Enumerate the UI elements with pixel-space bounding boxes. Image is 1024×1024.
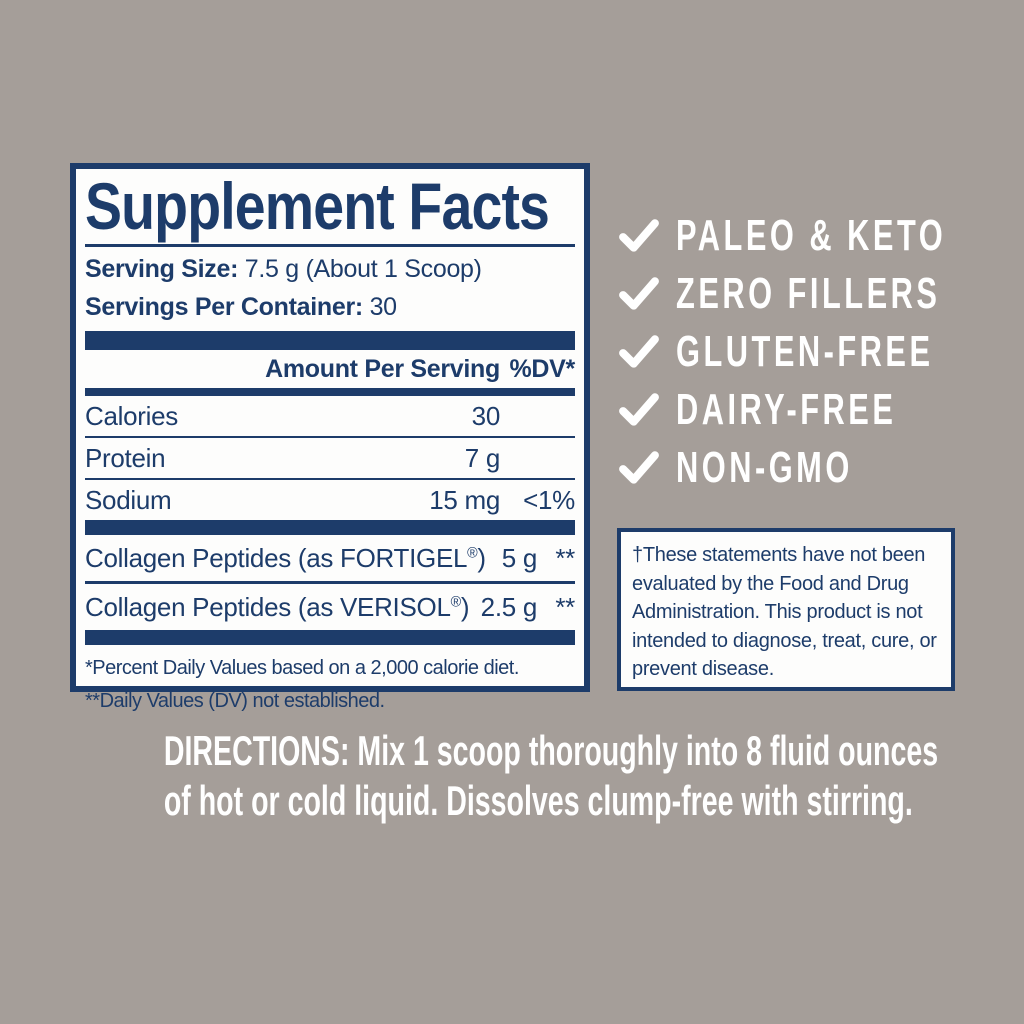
check-icon <box>618 451 660 485</box>
table-row-sodium: Sodium 15 mg <1% <box>85 480 575 520</box>
list-item-non-gmo: NON-GMO <box>618 443 1024 492</box>
feature-label: GLUTEN-FREE <box>676 327 934 376</box>
column-header-row: Amount Per Serving %DV* <box>85 350 575 388</box>
servings-value: 30 <box>369 292 398 321</box>
feature-checklist: PALEO & KETO ZERO FILLERS GLUTEN-FREE DA… <box>618 211 1024 506</box>
amount-per-serving-header: Amount Per Serving <box>265 355 500 383</box>
ingredient-dv: ** <box>555 592 575 622</box>
divider-bar <box>85 630 575 645</box>
servings-per-container-line: Servings Per Container: 30 <box>85 292 575 323</box>
nutrient-amount: 15 mg <box>429 485 500 515</box>
nutrient-amount: 30 <box>471 401 501 431</box>
nutrient-dv: <1% <box>523 485 575 515</box>
table-row-calories: Calories 30 <box>85 396 575 438</box>
footnote-dv-not-established: **Daily Values (DV) not established. <box>85 690 385 712</box>
check-icon <box>618 335 660 369</box>
directions-text: DIRECTIONS: Mix 1 scoop thoroughly into … <box>0 726 1024 826</box>
serving-size-value: 7.5 g (About 1 Scoop) <box>244 255 482 283</box>
divider-bar <box>85 388 575 396</box>
table-row-collagen-fortigel: Collagen Peptides (as FORTIGEL®) 5 g ** <box>85 535 575 584</box>
ingredient-dv: ** <box>555 543 575 573</box>
serving-size-label: Serving Size: <box>85 255 239 283</box>
footnote-percent-dv: *Percent Daily Values based on a 2,000 c… <box>85 657 519 679</box>
ingredient-name: Collagen Peptides (as FORTIGEL®) <box>85 543 486 573</box>
ingredient-amount: 2.5 g <box>480 592 538 622</box>
table-row-protein: Protein 7 g <box>85 438 575 480</box>
nutrient-amount: 7 g <box>464 443 501 473</box>
check-icon <box>618 393 660 427</box>
panel-title: Supplement Facts <box>85 169 550 243</box>
list-item-paleo-keto: PALEO & KETO <box>618 211 1024 260</box>
directions-line-2: of hot or cold liquid. Dissolves clump-f… <box>163 777 913 824</box>
serving-size-line: Serving Size: 7.5 g (About 1 Scoop) <box>85 254 575 285</box>
divider <box>85 244 575 247</box>
list-item-zero-fillers: ZERO FILLERS <box>618 269 1024 318</box>
check-icon <box>618 277 660 311</box>
fda-disclaimer-text: †These statements have not been evaluate… <box>632 544 937 680</box>
feature-label: NON-GMO <box>676 443 853 492</box>
ingredient-amount: 5 g <box>501 543 538 573</box>
list-item-gluten-free: GLUTEN-FREE <box>618 327 1024 376</box>
dv-header: %DV* <box>509 355 576 383</box>
nutrient-name: Sodium <box>85 485 172 515</box>
nutrient-name: Calories <box>85 401 178 431</box>
feature-label: PALEO & KETO <box>676 211 947 260</box>
supplement-facts-panel: Supplement Facts Serving Size: 7.5 g (Ab… <box>70 163 590 712</box>
list-item-dairy-free: DAIRY-FREE <box>618 385 1024 434</box>
feature-label: ZERO FILLERS <box>676 269 941 318</box>
feature-label: DAIRY-FREE <box>676 385 897 434</box>
servings-label: Servings Per Container: <box>85 292 363 321</box>
ingredient-name: Collagen Peptides (as VERISOL®) <box>85 592 470 622</box>
fda-disclaimer-box: †These statements have not been evaluate… <box>617 528 955 691</box>
check-icon <box>618 219 660 253</box>
divider-bar <box>85 520 575 535</box>
directions-line-1: DIRECTIONS: Mix 1 scoop thoroughly into … <box>163 727 939 774</box>
nutrient-name: Protein <box>85 443 166 473</box>
thick-divider-bar <box>85 331 575 350</box>
table-row-collagen-verisol: Collagen Peptides (as VERISOL®) 2.5 g ** <box>85 584 575 630</box>
